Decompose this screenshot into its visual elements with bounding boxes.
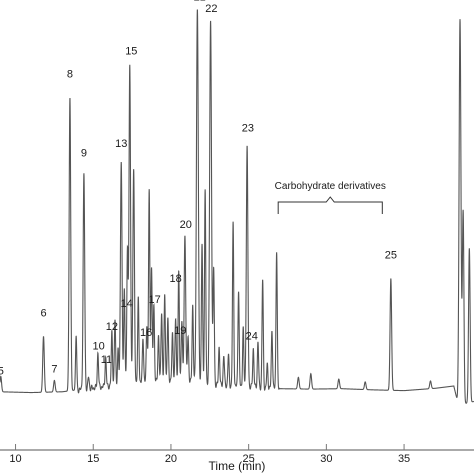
peak-label-9: 9	[81, 148, 87, 160]
peak-label-5: 5	[0, 365, 4, 377]
x-tick-label-10: 10	[9, 453, 21, 465]
x-axis: 10 15 20 25 30 35	[0, 444, 474, 465]
annotations: Carbohydrate derivatives	[275, 181, 386, 214]
annotation-bracket-0	[277, 196, 383, 214]
x-tick-label-20: 20	[165, 453, 177, 465]
peak-label-25: 25	[385, 250, 397, 262]
x-tick-label-35: 35	[398, 453, 410, 465]
peak-label-21: 21	[194, 0, 206, 3]
x-tick-label-25: 25	[243, 453, 255, 465]
peak-label-17: 17	[149, 294, 161, 306]
peak-label-23: 23	[242, 122, 254, 134]
peak-label-19: 19	[174, 325, 186, 337]
series-line-0	[0, 9, 474, 404]
peak-label-14: 14	[121, 298, 133, 310]
x-tick-label-15: 15	[87, 453, 99, 465]
x-axis-title: Time (min)	[209, 459, 266, 473]
peak-label-8: 8	[67, 68, 73, 80]
annotation-label-0: Carbohydrate derivatives	[275, 181, 386, 192]
peak-labels: 567891011121314151617181920212223242526	[0, 0, 397, 377]
peak-label-11: 11	[101, 354, 112, 366]
peak-label-20: 20	[180, 219, 192, 231]
peak-label-24: 24	[246, 331, 258, 343]
trace-layer	[0, 9, 474, 404]
peak-label-16: 16	[140, 327, 152, 339]
peak-label-18: 18	[169, 273, 181, 285]
peak-label-7: 7	[51, 364, 57, 376]
peak-label-10: 10	[93, 340, 105, 352]
x-tick-label-30: 30	[320, 453, 332, 465]
peak-label-22: 22	[205, 3, 217, 15]
peak-label-12: 12	[106, 321, 118, 333]
peak-label-13: 13	[115, 138, 127, 150]
peak-label-6: 6	[40, 308, 46, 320]
peak-label-15: 15	[125, 45, 137, 57]
